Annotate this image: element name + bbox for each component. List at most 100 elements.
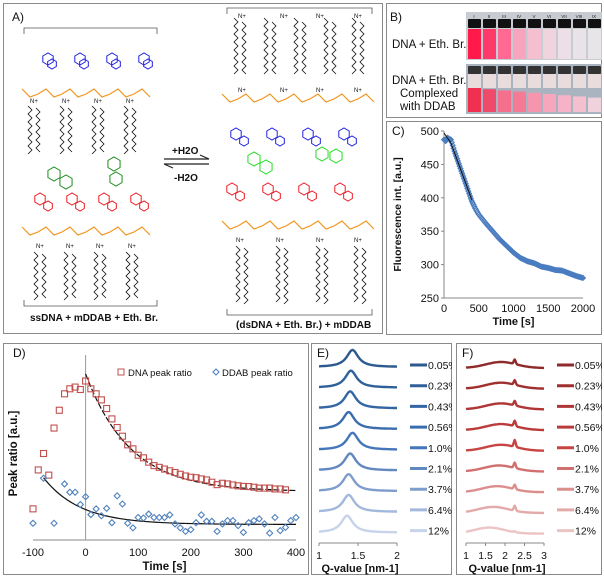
data-point — [464, 185, 471, 192]
data-point — [462, 180, 469, 187]
lipid-chain — [263, 17, 269, 75]
x-tick-label: 1500 — [536, 303, 560, 315]
lipid-chain — [33, 251, 39, 301]
lipid-chain — [131, 107, 137, 153]
vial-cap — [543, 66, 556, 74]
spectrum-curve — [318, 390, 398, 410]
legend-label: 12% — [428, 526, 449, 538]
vial-row-2-top — [498, 74, 511, 88]
dna-data-point — [29, 505, 37, 513]
dna-data-point — [181, 472, 190, 480]
lipid-chain — [243, 247, 249, 305]
dna-data-point — [203, 476, 211, 484]
vial-cap — [483, 66, 496, 74]
panel-c: C) 250 300 350 400 450 500 0 500 1000 1500 2000 Time… — [386, 121, 602, 335]
x-axis-title: Q-value [nm-1] — [468, 563, 545, 575]
base-bottom — [66, 192, 78, 206]
backbone-bottom-right — [221, 220, 375, 230]
dna-data-point — [76, 385, 84, 394]
base-bottom — [235, 190, 245, 202]
row1-label: DNA + Eth. Br. — [392, 39, 467, 51]
backbone-top-left — [21, 88, 151, 98]
data-point — [456, 162, 463, 170]
spectrum-curve — [318, 452, 398, 472]
lipid-chain — [27, 105, 33, 155]
dna-data-point — [108, 415, 116, 423]
base-bottom — [34, 192, 46, 206]
vial-label: VIII — [576, 14, 583, 19]
backbone-top-right — [221, 93, 375, 103]
y-tick-label: 500 — [421, 126, 439, 138]
dna-data-point — [239, 482, 247, 490]
bracket-left — [23, 27, 158, 307]
ddab-data-point — [118, 500, 127, 508]
x-tick-label: 400 — [287, 547, 305, 559]
n-plus-symbol: N+ — [238, 14, 246, 20]
chart-d: D) -100 0 100 200 300 400 Time [s] Peak ratio [a… — [8, 346, 305, 573]
ddab-data-point — [29, 519, 37, 527]
ddab-data-point — [218, 520, 227, 528]
ddab-data-point — [176, 524, 185, 532]
y-axis-title: Fluorescence int. [a.u.] — [392, 157, 404, 271]
x-tick-label: 2.5 — [517, 550, 532, 562]
lipid-chain — [323, 247, 329, 305]
vial-label: IV — [517, 14, 521, 19]
x-tick-label: 1000 — [501, 303, 525, 315]
dna-data-point — [71, 383, 79, 391]
base-top — [230, 127, 242, 141]
spectrum-curve — [465, 358, 545, 370]
base-bottom — [98, 192, 110, 206]
lipid-chain — [241, 21, 247, 75]
x-tick-label: 500 — [470, 303, 488, 315]
n-plus-symbol: N+ — [354, 238, 362, 244]
panel-e: E) 1 1.5 2Q-value [nm-1] 0.05% 0.23% 0.43% 0.56… — [311, 343, 452, 575]
ddab-data-point — [239, 528, 248, 537]
vial-cap — [528, 19, 541, 28]
ddab-data-point — [76, 500, 85, 509]
vial-row-2-top — [468, 74, 481, 88]
x-tick-label: 0 — [441, 303, 447, 315]
vial-cap — [588, 19, 601, 28]
vial-row-2 — [528, 92, 541, 112]
base-top — [239, 135, 249, 147]
dna-data-point — [139, 454, 148, 462]
panel-f-label: F) — [462, 346, 473, 360]
y-tick-label: 450 — [421, 159, 439, 171]
legend-label: 0.05% — [575, 360, 602, 372]
base-bottom — [107, 200, 117, 212]
lipid-chain — [59, 105, 65, 155]
ddab-data-point — [108, 518, 116, 527]
x-tick-label: 1.5 — [351, 550, 366, 562]
dna-data-point — [118, 432, 126, 440]
lipid-chain — [123, 105, 129, 155]
fit-line — [443, 132, 473, 200]
dna-data-point — [213, 481, 221, 489]
ddab-data-point — [150, 513, 158, 522]
dna-data-point — [271, 485, 279, 493]
spectrum-curve — [465, 461, 545, 473]
spectrum-curve — [465, 379, 545, 390]
base-bottom — [271, 190, 281, 202]
ethidium — [47, 166, 61, 182]
ddab-data-point — [71, 488, 79, 497]
dna-data-point — [234, 482, 242, 490]
lipid-chain — [271, 21, 277, 75]
base-top — [311, 135, 321, 147]
ddab-data-point — [66, 488, 74, 497]
legend-label: 0.43% — [575, 401, 602, 413]
y-tick-label: 300 — [421, 260, 439, 272]
spectrum-curve — [465, 483, 545, 494]
n-plus-symbol: N+ — [36, 244, 44, 250]
dna-data-point — [224, 480, 232, 488]
dna-data-point — [255, 484, 263, 492]
base-bottom — [298, 182, 310, 196]
ddab-data-point — [192, 518, 200, 527]
vial-cap — [498, 66, 511, 74]
dna-data-point — [245, 482, 253, 491]
n-plus-symbol: N+ — [316, 88, 324, 94]
chart-f: F) 1 1.5 2 2.5 3Q-value [nm-1] 0.05% 0.23% 0.43%… — [462, 346, 602, 575]
base-top — [302, 127, 314, 141]
dna-data-point — [92, 390, 100, 398]
base-top — [47, 58, 57, 70]
